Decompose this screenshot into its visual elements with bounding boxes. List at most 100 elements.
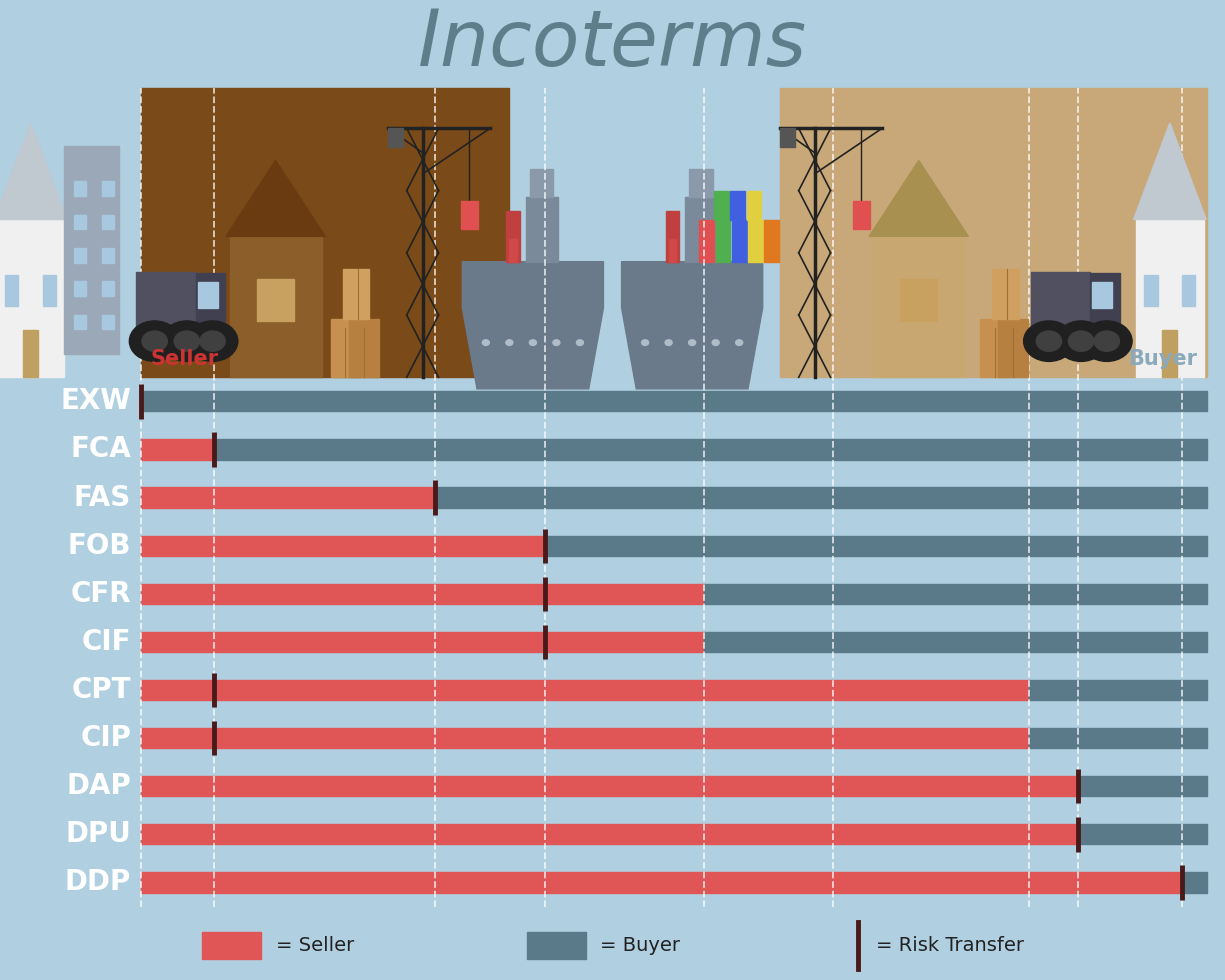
Bar bbox=[102, 281, 114, 296]
Circle shape bbox=[174, 331, 200, 351]
Bar bbox=[780, 88, 1207, 377]
Bar bbox=[714, 191, 729, 220]
Bar bbox=[704, 632, 1207, 652]
Bar bbox=[900, 278, 937, 320]
Polygon shape bbox=[1133, 122, 1207, 220]
Bar bbox=[196, 273, 225, 337]
Polygon shape bbox=[0, 122, 67, 220]
Text: FCA: FCA bbox=[70, 435, 131, 464]
Circle shape bbox=[200, 331, 225, 351]
Bar bbox=[1182, 872, 1207, 893]
Bar bbox=[1078, 776, 1207, 797]
Bar bbox=[141, 439, 214, 460]
Circle shape bbox=[1036, 331, 1062, 351]
Bar bbox=[506, 211, 519, 262]
Bar bbox=[141, 762, 1207, 810]
Circle shape bbox=[642, 340, 648, 345]
Bar bbox=[141, 714, 1207, 762]
Polygon shape bbox=[462, 262, 604, 389]
Bar bbox=[141, 728, 1029, 748]
Bar bbox=[764, 220, 779, 262]
Circle shape bbox=[1094, 331, 1120, 351]
Bar bbox=[136, 271, 196, 341]
Bar bbox=[23, 330, 38, 377]
Bar bbox=[102, 248, 114, 263]
Bar bbox=[43, 274, 56, 307]
Bar bbox=[141, 872, 1182, 893]
Bar bbox=[141, 858, 1207, 907]
Bar bbox=[214, 439, 1207, 460]
Bar bbox=[731, 220, 746, 262]
Bar bbox=[530, 170, 554, 197]
Bar bbox=[75, 215, 86, 229]
Bar bbox=[197, 282, 218, 308]
Bar bbox=[102, 181, 114, 196]
Bar bbox=[343, 269, 370, 318]
Text: Buyer: Buyer bbox=[1128, 350, 1197, 369]
Bar bbox=[75, 281, 86, 296]
Circle shape bbox=[130, 320, 180, 362]
Bar bbox=[853, 201, 870, 228]
Bar bbox=[1029, 680, 1207, 700]
Polygon shape bbox=[225, 161, 326, 236]
Circle shape bbox=[1024, 320, 1074, 362]
Bar bbox=[141, 666, 1207, 714]
Circle shape bbox=[483, 340, 489, 345]
Circle shape bbox=[552, 340, 560, 345]
Circle shape bbox=[665, 340, 673, 345]
Circle shape bbox=[142, 331, 168, 351]
Text: DDP: DDP bbox=[65, 868, 131, 897]
Bar bbox=[141, 522, 1207, 570]
Bar bbox=[0, 220, 65, 377]
Bar bbox=[141, 391, 1207, 412]
Bar bbox=[1163, 330, 1177, 377]
Circle shape bbox=[736, 340, 742, 345]
Bar bbox=[1090, 273, 1120, 337]
Bar bbox=[665, 211, 679, 262]
Circle shape bbox=[162, 320, 212, 362]
Text: CPT: CPT bbox=[71, 676, 131, 704]
Text: CIP: CIP bbox=[80, 724, 131, 752]
Bar bbox=[715, 220, 730, 262]
Text: = Seller: = Seller bbox=[276, 936, 354, 956]
Circle shape bbox=[529, 340, 537, 345]
Text: CIF: CIF bbox=[82, 628, 131, 656]
Text: Seller: Seller bbox=[151, 350, 219, 369]
Bar bbox=[992, 269, 1019, 318]
Text: DAP: DAP bbox=[66, 772, 131, 801]
Bar bbox=[141, 824, 1078, 845]
Text: DPU: DPU bbox=[65, 820, 131, 849]
Bar bbox=[545, 536, 1207, 556]
Bar bbox=[141, 680, 1029, 700]
Bar bbox=[230, 236, 321, 377]
Bar bbox=[141, 570, 1207, 618]
Circle shape bbox=[1056, 320, 1106, 362]
Bar bbox=[730, 191, 745, 220]
Bar bbox=[1144, 274, 1158, 307]
Bar bbox=[75, 181, 86, 196]
Bar bbox=[388, 128, 403, 147]
Circle shape bbox=[1068, 331, 1094, 351]
Bar bbox=[102, 315, 114, 329]
Bar bbox=[141, 810, 1207, 858]
Bar bbox=[998, 318, 1028, 377]
Text: EXW: EXW bbox=[60, 387, 131, 416]
Bar bbox=[690, 170, 713, 197]
Bar bbox=[5, 274, 18, 307]
Bar bbox=[1182, 274, 1196, 307]
Text: FOB: FOB bbox=[67, 532, 131, 560]
Bar bbox=[141, 474, 1207, 522]
Bar bbox=[435, 487, 1207, 508]
Bar bbox=[141, 426, 1207, 474]
Bar bbox=[141, 377, 1207, 426]
Text: FAS: FAS bbox=[74, 483, 131, 512]
Circle shape bbox=[187, 320, 238, 362]
Bar bbox=[331, 318, 360, 377]
Bar bbox=[872, 236, 965, 377]
Bar bbox=[1093, 282, 1112, 308]
Bar bbox=[780, 128, 795, 147]
Bar bbox=[1137, 220, 1203, 377]
Polygon shape bbox=[870, 161, 968, 236]
Bar bbox=[141, 618, 1207, 666]
Circle shape bbox=[688, 340, 696, 345]
